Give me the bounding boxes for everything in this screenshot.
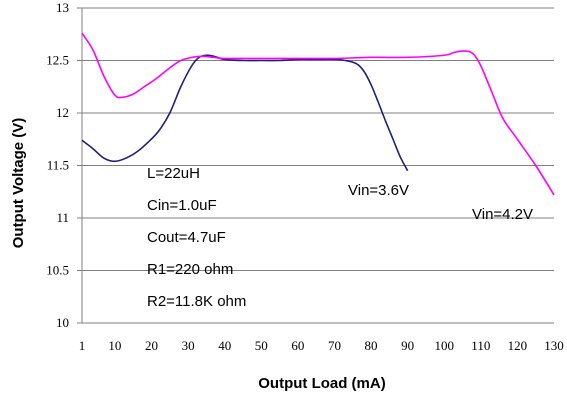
- x-tick-label: 130: [544, 338, 564, 353]
- y-axis-title: Output Voltage (V): [10, 118, 27, 249]
- series-line-vin-4-2: [81, 32, 555, 196]
- y-tick-label: 10.5: [46, 263, 69, 278]
- x-tick-label: 90: [401, 338, 414, 353]
- x-tick-label: 1: [79, 338, 86, 353]
- x-tick-label: 120: [508, 338, 528, 353]
- x-tick-label: 100: [434, 338, 454, 353]
- y-tick-label: 11.5: [47, 158, 69, 173]
- grid-lines: [82, 7, 554, 271]
- series-line-vin-3-6: [81, 54, 409, 172]
- x-tick-label: 110: [471, 338, 490, 353]
- annotation-r1: R1=220 ohm: [147, 261, 233, 278]
- annotation-inductor: L=22uH: [147, 165, 200, 182]
- x-tick-label: 50: [255, 338, 268, 353]
- x-axis-title: Output Load (mA): [258, 375, 385, 392]
- series-lines: [81, 32, 555, 196]
- annotation-cout: Cout=4.7uF: [147, 229, 226, 246]
- x-tick-label: 40: [218, 338, 231, 353]
- x-tick-label: 10: [108, 338, 121, 353]
- series-label-vin-3-6: Vin=3.6V: [348, 182, 409, 199]
- x-tick-label: 30: [182, 338, 195, 353]
- x-tick-label: 60: [291, 338, 304, 353]
- y-tick-label: 13: [56, 0, 69, 15]
- y-tick-label: 10: [56, 315, 69, 330]
- x-tick-label: 20: [145, 338, 158, 353]
- y-tick-label: 11: [56, 210, 69, 225]
- y-tick-label: 12: [56, 105, 69, 120]
- annotation-cin: Cin=1.0uF: [147, 197, 217, 214]
- y-tick-label: 12.5: [46, 53, 69, 68]
- x-tick-label: 80: [365, 338, 378, 353]
- series-label-vin-4-2: Vin=4.2V: [472, 206, 533, 223]
- x-tick-label: 70: [328, 338, 341, 353]
- annotation-r2: R2=11.8K ohm: [147, 293, 246, 310]
- axes: [77, 7, 554, 324]
